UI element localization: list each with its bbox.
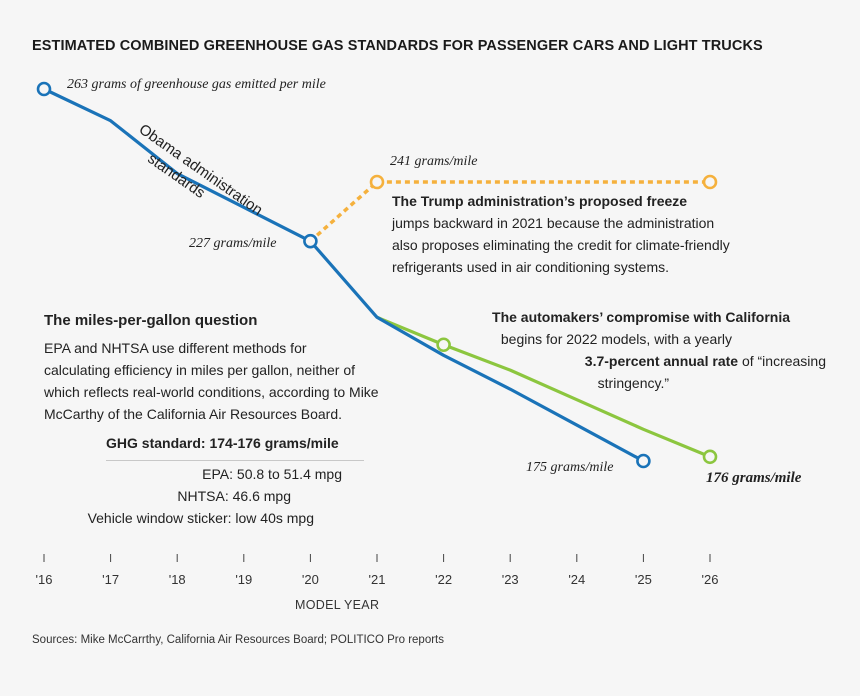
epa-mpg: EPA: 50.8 to 51.4 mpg [202, 466, 342, 482]
data-point-marker [369, 174, 385, 190]
data-point-marker [636, 453, 651, 469]
compromise-body-2-text: of “increasing [738, 353, 826, 369]
ghg-heading: GHG standard: 174-176 grams/mile [106, 432, 364, 461]
series-lines [43, 87, 711, 463]
value-227-label: 227 grams/mile [189, 236, 277, 251]
mpg-annotation: The miles-per-gallon question EPA and NH… [44, 310, 379, 425]
value-175-label: 175 grams/mile [526, 460, 614, 475]
ghg-standard-box: GHG standard: 174-176 grams/mile EPA: 50… [44, 432, 364, 529]
source-note: Sources: Mike McCarrthy, California Air … [32, 634, 445, 646]
x-tick-label: '16 [35, 572, 53, 587]
mpg-body-2: calculating efficiency in miles per gall… [44, 362, 356, 378]
x-tick-label: '18 [168, 572, 186, 587]
trump-body-1: jumps backward in 2021 because the admin… [392, 215, 715, 231]
series-line-2 [376, 315, 711, 459]
value-176-label: 176 grams/mile [706, 470, 802, 486]
chart-title: ESTIMATED COMBINED GREENHOUSE GAS STANDA… [32, 38, 763, 54]
x-tick-label: '21 [368, 572, 386, 587]
compromise-body-1: begins for 2022 models, with a yearly [500, 331, 732, 347]
compromise-heading: The automakers’ compromise with Californ… [492, 309, 790, 325]
nhtsa-mpg: NHTSA: 46.6 mpg [177, 488, 291, 504]
x-tick-label: '20 [301, 572, 319, 587]
value-241-label: 241 grams/mile [390, 154, 478, 169]
x-tick-label: '22 [435, 572, 453, 587]
series-markers [36, 81, 718, 469]
compromise-annotation: The automakers’ compromise with Californ… [430, 306, 826, 394]
series-line-0 [43, 87, 645, 463]
x-axis-ticks [43, 554, 711, 562]
trump-annotation: The Trump administration’s proposed free… [392, 190, 730, 278]
trump-body-3: refrigerants used in air conditioning sy… [392, 259, 670, 275]
x-tick-label: '24 [568, 572, 586, 587]
trump-heading: The Trump administration’s proposed free… [392, 193, 688, 209]
sticker-mpg: Vehicle window sticker: low 40s mpg [87, 510, 314, 526]
x-tick-label: '19 [235, 572, 253, 587]
data-point-marker [702, 449, 718, 465]
data-point-marker [702, 174, 718, 190]
x-tick-label: '26 [701, 572, 719, 587]
trump-body-2: also proposes eliminating the credit for… [392, 237, 730, 253]
mpg-heading: The miles-per-gallon question [44, 312, 258, 329]
data-point-marker [303, 233, 318, 249]
data-point-marker [36, 81, 52, 97]
mpg-body-4: McCarthy of the California Air Resources… [44, 406, 343, 422]
x-tick-label: '23 [501, 572, 519, 587]
series-line-1 [309, 180, 710, 243]
x-tick-label: '25 [634, 572, 652, 587]
data-point-marker [436, 337, 451, 353]
mpg-body-1: EPA and NHTSA use different methods for [44, 340, 307, 356]
compromise-body-2: 3.7-percent annual rate of “increasing [430, 350, 826, 372]
compromise-rate: 3.7-percent annual rate [584, 353, 739, 369]
mpg-body-3: which reflects real-world conditions, ac… [44, 384, 379, 400]
x-tick-label: '17 [102, 572, 120, 587]
compromise-body-3: stringency.” [597, 375, 669, 391]
x-axis-label: MODEL YEAR [295, 598, 380, 612]
start-value-label: 263 grams of greenhouse gas emitted per … [67, 77, 326, 92]
